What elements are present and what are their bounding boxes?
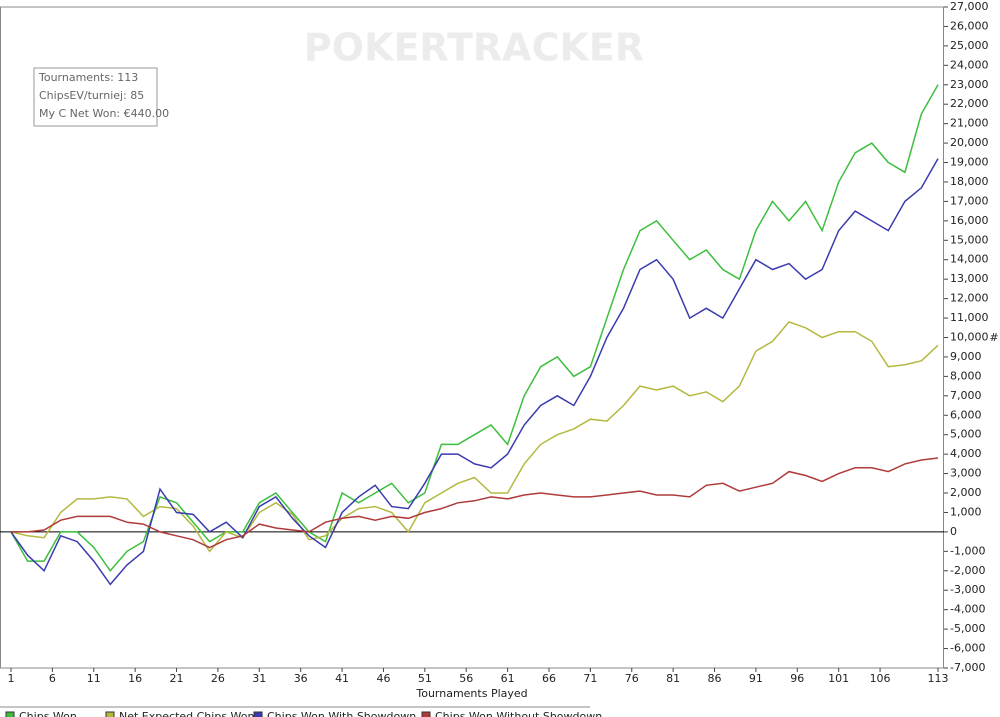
- y-tick-label: 22,000: [950, 97, 989, 110]
- legend-swatch: [421, 711, 431, 717]
- info-line: Tournaments: 113: [38, 71, 138, 84]
- x-tick-label: 61: [501, 672, 515, 685]
- y-tick-label: 13,000: [950, 272, 989, 285]
- y-axis-title: #: [989, 331, 998, 344]
- y-tick-label: -3,000: [950, 583, 985, 596]
- legend-label: Net Expected Chips Won: [119, 710, 255, 717]
- legend-swatch: [105, 711, 115, 717]
- y-tick-label: 10,000: [950, 331, 989, 344]
- x-tick-label: 36: [294, 672, 308, 685]
- y-tick-label: 15,000: [950, 233, 989, 246]
- y-tick-label: -5,000: [950, 622, 985, 635]
- watermark: POKERTRACKER: [304, 26, 644, 70]
- y-tick-label: 11,000: [950, 311, 989, 324]
- x-tick-label: 101: [828, 672, 849, 685]
- y-tick-label: 1,000: [950, 505, 982, 518]
- x-tick-label: 76: [625, 672, 639, 685]
- y-tick-label: -1,000: [950, 544, 985, 557]
- x-tick-label: 21: [170, 672, 184, 685]
- x-tick-label: 106: [870, 672, 891, 685]
- x-tick-label: 71: [583, 672, 597, 685]
- info-box: Tournaments: 113 ChipsEV/turniej: 85 My …: [33, 67, 169, 127]
- x-tick-label: 81: [666, 672, 680, 685]
- y-tick-label: 0: [950, 525, 957, 538]
- x-tick-label: 113: [928, 672, 949, 685]
- x-tick-label: 56: [459, 672, 473, 685]
- y-tick-label: -4,000: [950, 603, 985, 616]
- y-tick-label: 24,000: [950, 58, 989, 71]
- y-tick-label: 3,000: [950, 467, 982, 480]
- series-line: [10, 158, 939, 586]
- y-tick-label: 6,000: [950, 408, 982, 421]
- y-tick-label: -6,000: [950, 642, 985, 655]
- legend-label: Chips Won With Showdown: [267, 710, 416, 717]
- y-tick-label: 2,000: [950, 486, 982, 499]
- x-tick-label: 6: [49, 672, 56, 685]
- y-tick-label: 5,000: [950, 428, 982, 441]
- y-tick-label: 23,000: [950, 78, 989, 91]
- legend-swatch: [253, 711, 263, 717]
- y-tick-label: 8,000: [950, 369, 982, 382]
- legend-label: Chips Won: [19, 710, 77, 717]
- y-tick-label: 25,000: [950, 39, 989, 52]
- y-tick-label: 12,000: [950, 292, 989, 305]
- y-tick-label: 27,000: [950, 0, 989, 13]
- legend-swatch: [5, 711, 15, 717]
- x-tick-label: 1: [8, 672, 15, 685]
- x-tick-label: 86: [708, 672, 722, 685]
- y-tick-label: 21,000: [950, 117, 989, 130]
- y-tick-label: 14,000: [950, 253, 989, 266]
- x-tick-label: 41: [335, 672, 349, 685]
- x-tick-label: 96: [790, 672, 804, 685]
- info-frame: [33, 67, 158, 127]
- y-tick-label: 26,000: [950, 19, 989, 32]
- plot-frame: [0, 6, 944, 669]
- series-line: [10, 321, 939, 553]
- x-tick-label: 31: [252, 672, 266, 685]
- y-tick-label: 16,000: [950, 214, 989, 227]
- x-tick-label: 91: [749, 672, 763, 685]
- y-tick-label: 4,000: [950, 447, 982, 460]
- series-line: [10, 84, 939, 573]
- x-tick-label: 11: [87, 672, 101, 685]
- y-tick-label: 7,000: [950, 389, 982, 402]
- y-tick-label: 9,000: [950, 350, 982, 363]
- x-tick-label: 26: [211, 672, 225, 685]
- info-line: ChipsEV/turniej: 85: [39, 89, 144, 102]
- legend-label: Chips Won Without Showdown: [435, 710, 602, 717]
- y-tick-label: 17,000: [950, 194, 989, 207]
- y-tick-label: 20,000: [950, 136, 989, 149]
- x-axis-title: Tournaments Played: [415, 687, 527, 700]
- y-tick-label: 19,000: [950, 156, 989, 169]
- x-tick-label: 51: [418, 672, 432, 685]
- info-line: My C Net Won: €440.00: [39, 107, 169, 120]
- series-line: [11, 457, 939, 549]
- x-tick-label: 66: [542, 672, 556, 685]
- x-tick-label: 16: [128, 672, 142, 685]
- y-tick-label: -2,000: [950, 564, 985, 577]
- y-tick-label: 18,000: [950, 175, 989, 188]
- y-tick-label: -7,000: [950, 661, 985, 674]
- x-tick-label: 46: [376, 672, 390, 685]
